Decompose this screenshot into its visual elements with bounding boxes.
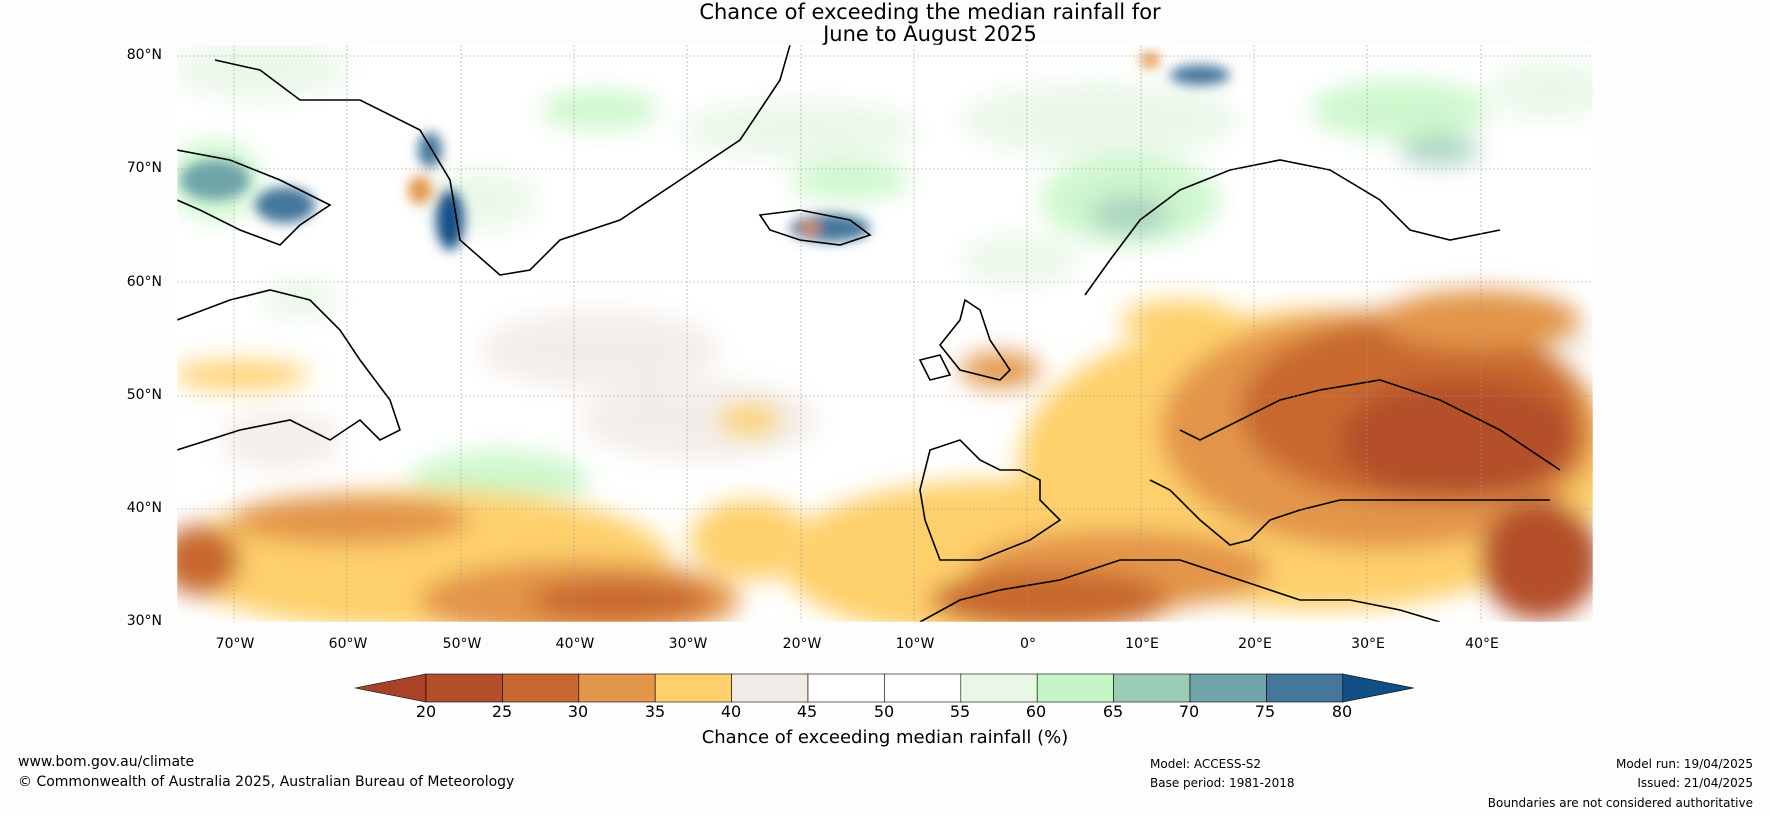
coastlines (177, 45, 1561, 622)
map-title-line-1: Chance of exceeding the median rainfall … (699, 0, 1161, 24)
map-title-line-2: June to August 2025 (823, 22, 1037, 46)
colorbar-label: Chance of exceeding median rainfall (%) (701, 727, 1069, 748)
lon-label: 20°W (782, 636, 822, 652)
colorbar-extend-low (354, 673, 427, 703)
colorbar-swatch (807, 673, 885, 703)
colorbar-extend-high (1342, 673, 1414, 703)
lon-label: 30°E (1351, 636, 1385, 652)
colorbar-swatch (731, 673, 809, 703)
colorbar-tick: 20 (415, 702, 437, 721)
lon-label: 0° (1020, 636, 1036, 652)
colorbar-swatch (654, 673, 732, 703)
graticule (177, 45, 1593, 622)
footer-copyright: © Commonwealth of Australia 2025, Austra… (18, 774, 515, 790)
colorbar-swatch (960, 673, 1038, 703)
colorbar-swatch (1189, 673, 1267, 703)
lat-label: 40°N (126, 500, 162, 516)
colorbar-tick: 50 (873, 702, 895, 721)
colorbar-tick: 70 (1178, 702, 1200, 721)
colorbar-tick: 75 (1254, 702, 1276, 721)
colorbar-tick: 35 (644, 702, 666, 721)
footer-model-run: Model run: 19/04/2025 (1615, 757, 1753, 771)
colorbar-tick: 60 (1025, 702, 1047, 721)
lon-label: 50°W (442, 636, 482, 652)
lon-label: 30°W (668, 636, 708, 652)
colorbar-tick: 55 (949, 702, 971, 721)
colorbar-swatch (502, 673, 580, 703)
lat-label: 30°N (126, 613, 162, 629)
colorbar-swatch (1036, 673, 1114, 703)
colorbar-swatch (884, 673, 962, 703)
colorbar-swatch (425, 673, 503, 703)
colorbar-tick: 30 (567, 702, 589, 721)
colorbar-tick: 40 (720, 702, 742, 721)
lon-label: 10°W (895, 636, 935, 652)
footer-url: www.bom.gov.au/climate (18, 754, 195, 770)
lat-label: 60°N (126, 274, 162, 290)
lat-label: 80°N (126, 47, 162, 63)
colorbar-swatch (1113, 673, 1191, 703)
lon-label: 20°E (1238, 636, 1272, 652)
footer-base-period: Base period: 1981-2018 (1150, 776, 1295, 790)
lon-label: 40°W (555, 636, 595, 652)
footer-model: Model: ACCESS-S2 (1150, 757, 1262, 771)
colorbar-tick: 45 (796, 702, 818, 721)
footer-disclaimer: Boundaries are not considered authoritat… (1487, 796, 1753, 810)
colorbar-swatch (1266, 673, 1344, 703)
colorbar-swatch (578, 673, 656, 703)
colorbar-tick: 65 (1102, 702, 1124, 721)
colorbar-tick: 80 (1331, 702, 1353, 721)
lon-label: 10°E (1125, 636, 1159, 652)
colorbar-tick: 25 (491, 702, 513, 721)
rainfall-field (177, 45, 1593, 622)
lon-label: 60°W (328, 636, 368, 652)
lon-label: 70°W (215, 636, 255, 652)
footer-issued: Issued: 21/04/2025 (1637, 776, 1753, 790)
lon-label: 40°E (1465, 636, 1499, 652)
lat-label: 50°N (126, 387, 162, 403)
lat-label: 70°N (126, 160, 162, 176)
colorbar (354, 673, 1414, 703)
